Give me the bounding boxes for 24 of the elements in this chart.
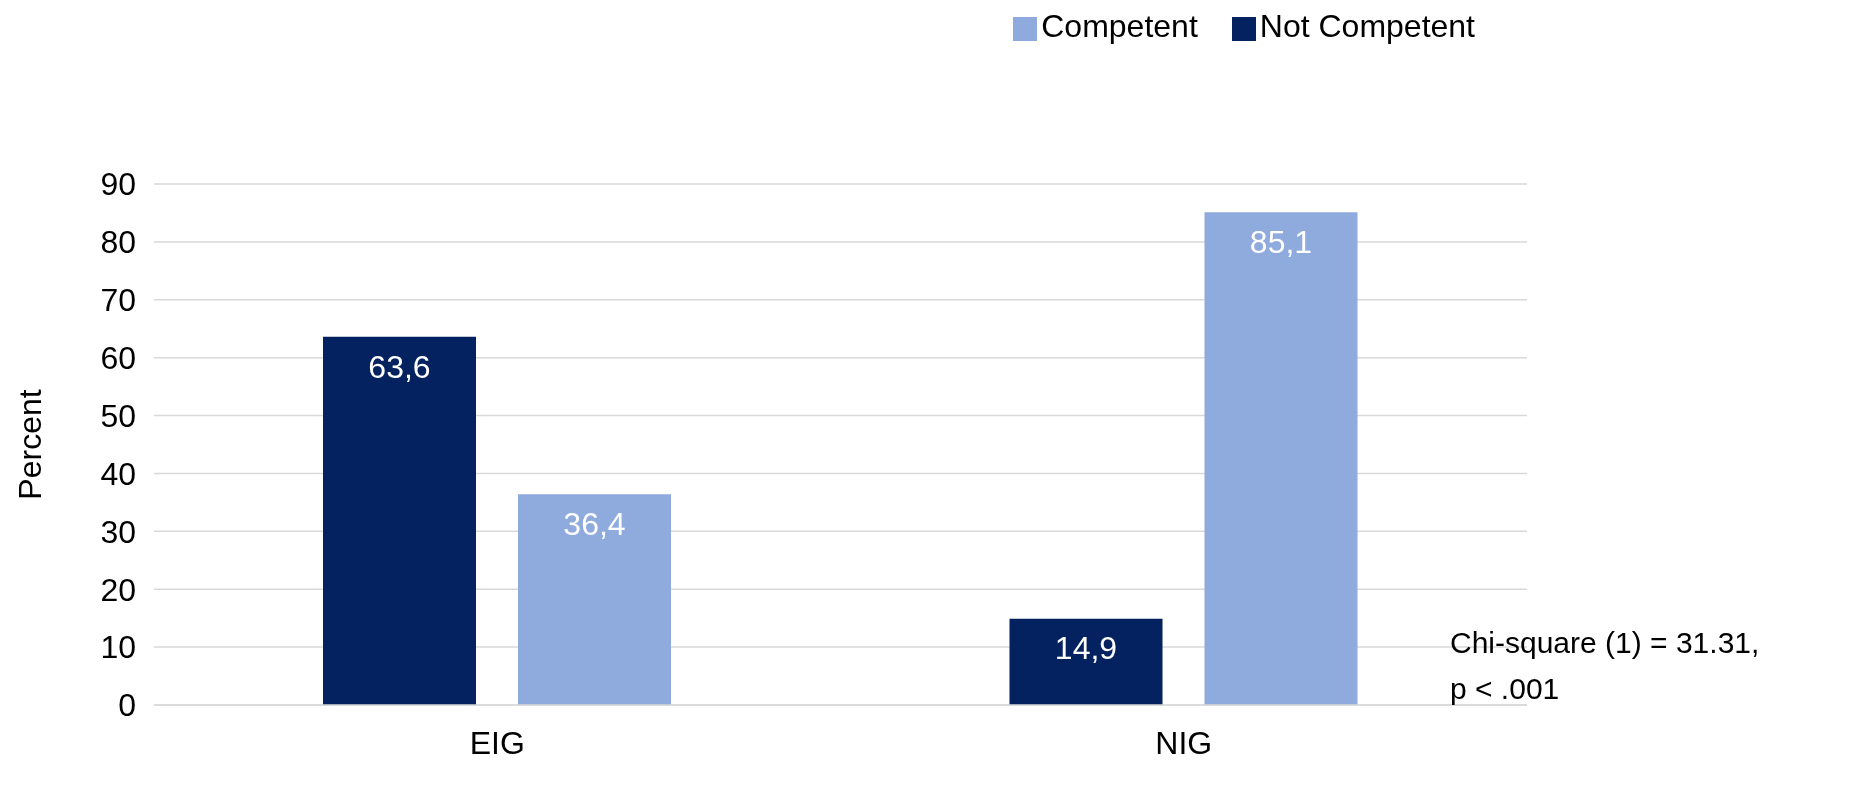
data-label: 63,6: [368, 348, 431, 385]
bar: [1204, 212, 1358, 705]
y-tick-label: 60: [100, 340, 136, 377]
data-label: 14,9: [1054, 630, 1118, 667]
y-tick-label: 70: [100, 282, 136, 319]
data-label: 85,1: [1249, 224, 1313, 261]
y-tick-label: 40: [100, 455, 136, 492]
bar: [518, 494, 671, 705]
y-axis-title: Percent: [12, 389, 49, 500]
annotation: Chi-square (1) = 31.31, p < .001: [1450, 625, 1760, 707]
y-tick-label: 20: [100, 571, 136, 608]
y-tick-label: 90: [100, 166, 136, 203]
y-tick-label: 0: [118, 687, 136, 724]
data-label: 36,4: [563, 506, 626, 542]
y-tick-label: 80: [100, 224, 136, 261]
bar: [323, 336, 476, 705]
bar: [1009, 618, 1163, 705]
x-tick-label: NIG: [1155, 724, 1213, 761]
y-tick-label: 30: [100, 513, 136, 550]
x-tick-label: EIG: [469, 724, 525, 761]
y-tick-label: 50: [100, 397, 136, 434]
y-tick-label: 10: [100, 629, 136, 666]
legend-label: Competent: [1041, 8, 1198, 44]
legend-label: Not Competent: [1259, 8, 1475, 44]
